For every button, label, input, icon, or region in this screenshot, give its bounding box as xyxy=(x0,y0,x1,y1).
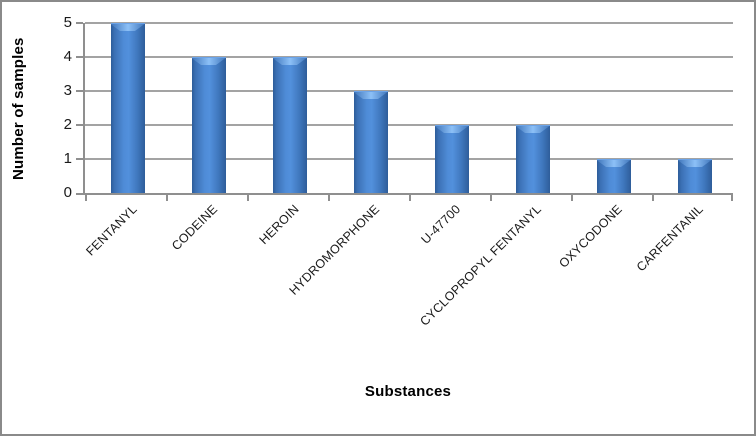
x-category-label: U-47700 xyxy=(418,202,464,247)
x-tick-mark xyxy=(731,195,733,201)
x-tick-mark xyxy=(490,195,492,201)
y-tick-label-2: 2 xyxy=(63,116,72,133)
y-tick-mark xyxy=(76,90,83,92)
y-tick-mark xyxy=(76,56,83,58)
y-tick-label-3: 3 xyxy=(63,82,72,99)
x-category-label: CARFENTANIL xyxy=(634,202,707,275)
y-tick-mark xyxy=(76,193,83,195)
x-category-label: CODEINE xyxy=(169,202,221,254)
y-tick-mark xyxy=(76,22,83,24)
x-tick-mark xyxy=(166,195,168,201)
bar-codeine xyxy=(191,57,226,193)
y-tick-label-0: 0 xyxy=(63,184,72,201)
x-tick-mark xyxy=(409,195,411,201)
x-axis-title: Substances xyxy=(364,383,452,400)
x-category-label: OXYCODONE xyxy=(556,202,626,271)
y-tick-mark xyxy=(76,124,83,126)
x-category-label: FENTANYL xyxy=(82,202,140,259)
plot-area xyxy=(83,22,733,195)
gridline-y4 xyxy=(85,56,733,58)
bar-carfentanil xyxy=(677,159,712,193)
y-tick-mark xyxy=(76,158,83,160)
y-tick-label-5: 5 xyxy=(63,14,72,31)
x-tick-mark xyxy=(328,195,330,201)
gridline-y3 xyxy=(85,90,733,92)
gridline-y1 xyxy=(85,158,733,160)
y-tick-label-4: 4 xyxy=(63,48,72,65)
bar-u-47700 xyxy=(434,125,469,193)
x-category-label: HYDROMORPHONE xyxy=(286,202,383,298)
x-tick-mark xyxy=(652,195,654,201)
bar-hydromorphone xyxy=(353,91,388,193)
x-tick-mark xyxy=(85,195,87,201)
bar-oxycodone xyxy=(596,159,631,193)
gridline-y5 xyxy=(85,22,733,24)
gridline-y2 xyxy=(85,124,733,126)
x-tick-mark xyxy=(247,195,249,201)
x-tick-mark xyxy=(571,195,573,201)
bar-cyclopropyl-fentanyl xyxy=(515,125,550,193)
x-category-label: HEROIN xyxy=(256,202,302,248)
bar-heroin xyxy=(272,57,307,193)
y-tick-label-1: 1 xyxy=(63,150,72,167)
bar-fentanyl xyxy=(110,23,145,193)
